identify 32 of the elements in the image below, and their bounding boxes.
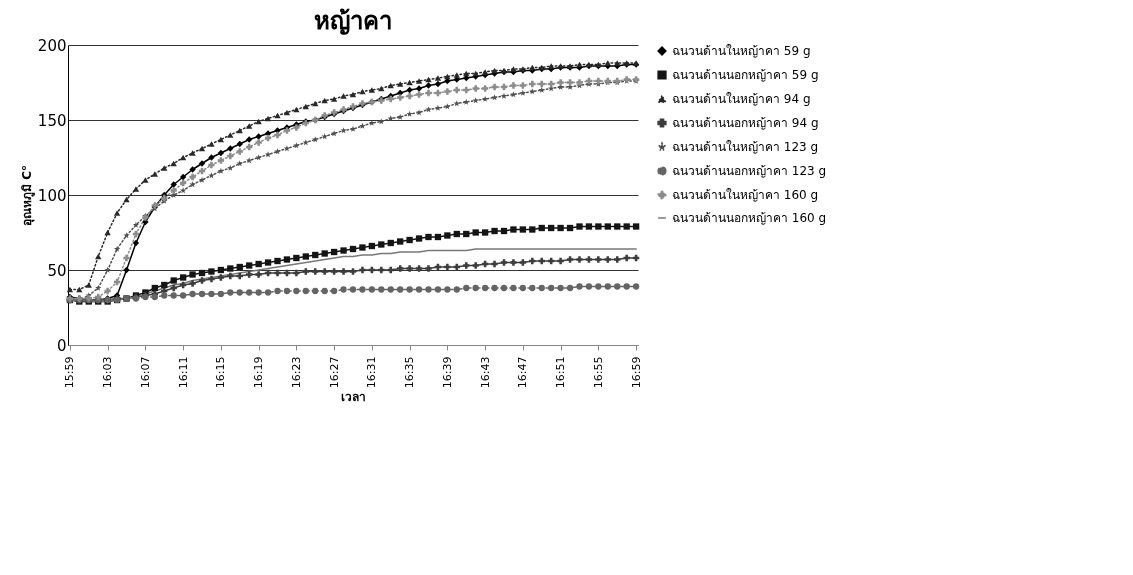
x-tick-label: 16:03 (101, 356, 115, 389)
y-tick-label: 50 (47, 261, 67, 280)
x-tick-label: 16:47 (516, 356, 530, 389)
legend-label: ฉนวนด้านนอกหญ้าคา 94 g (672, 116, 819, 130)
x-tick-label: 16:11 (176, 356, 190, 389)
legend-label: ฉนวนด้านนอกหญ้าคา 59 g (672, 68, 819, 82)
legend-label: ฉนวนด้านในหญ้าคา 59 g (672, 44, 811, 58)
y-tick-label: 100 (37, 186, 67, 205)
x-tick-label: 16:35 (403, 356, 417, 389)
y-tick-label: 0 (56, 336, 67, 355)
x-tick-label: 16:59 (629, 356, 643, 389)
x-tick-label: 15:59 (63, 356, 77, 389)
x-tick-label: 16:23 (289, 356, 303, 389)
y-tick-label: 200 (37, 36, 67, 55)
y-tick-label: 150 (37, 111, 67, 130)
x-tick-label: 16:27 (327, 356, 341, 389)
x-tick-label: 16:39 (440, 356, 454, 389)
x-tick-label: 16:07 (138, 356, 152, 389)
x-tick-label: 16:15 (214, 356, 228, 389)
x-tick-label: 16:19 (252, 356, 266, 389)
x-tick-label: 16:31 (365, 356, 379, 389)
x-tick-label: 16:51 (554, 356, 568, 389)
legend-label: ฉนวนด้านนอกหญ้าคา 160 g (672, 211, 827, 225)
y-axis-title: อุณหภูมิ C° (19, 165, 35, 226)
chart-title: หญ้าคา (314, 7, 392, 35)
x-axis-title: เวลา (341, 390, 366, 405)
x-tick-label: 16:43 (478, 356, 492, 389)
legend-label: ฉนวนด้านในหญ้าคา 123 g (672, 140, 819, 154)
x-tick-label: 16:55 (591, 356, 605, 389)
legend-label: ฉนวนด้านในหญ้าคา 94 g (672, 92, 811, 106)
legend-label: ฉนวนด้านในหญ้าคา 160 g (672, 188, 819, 202)
legend-label: ฉนวนด้านนอกหญ้าคา 123 g (672, 164, 827, 178)
